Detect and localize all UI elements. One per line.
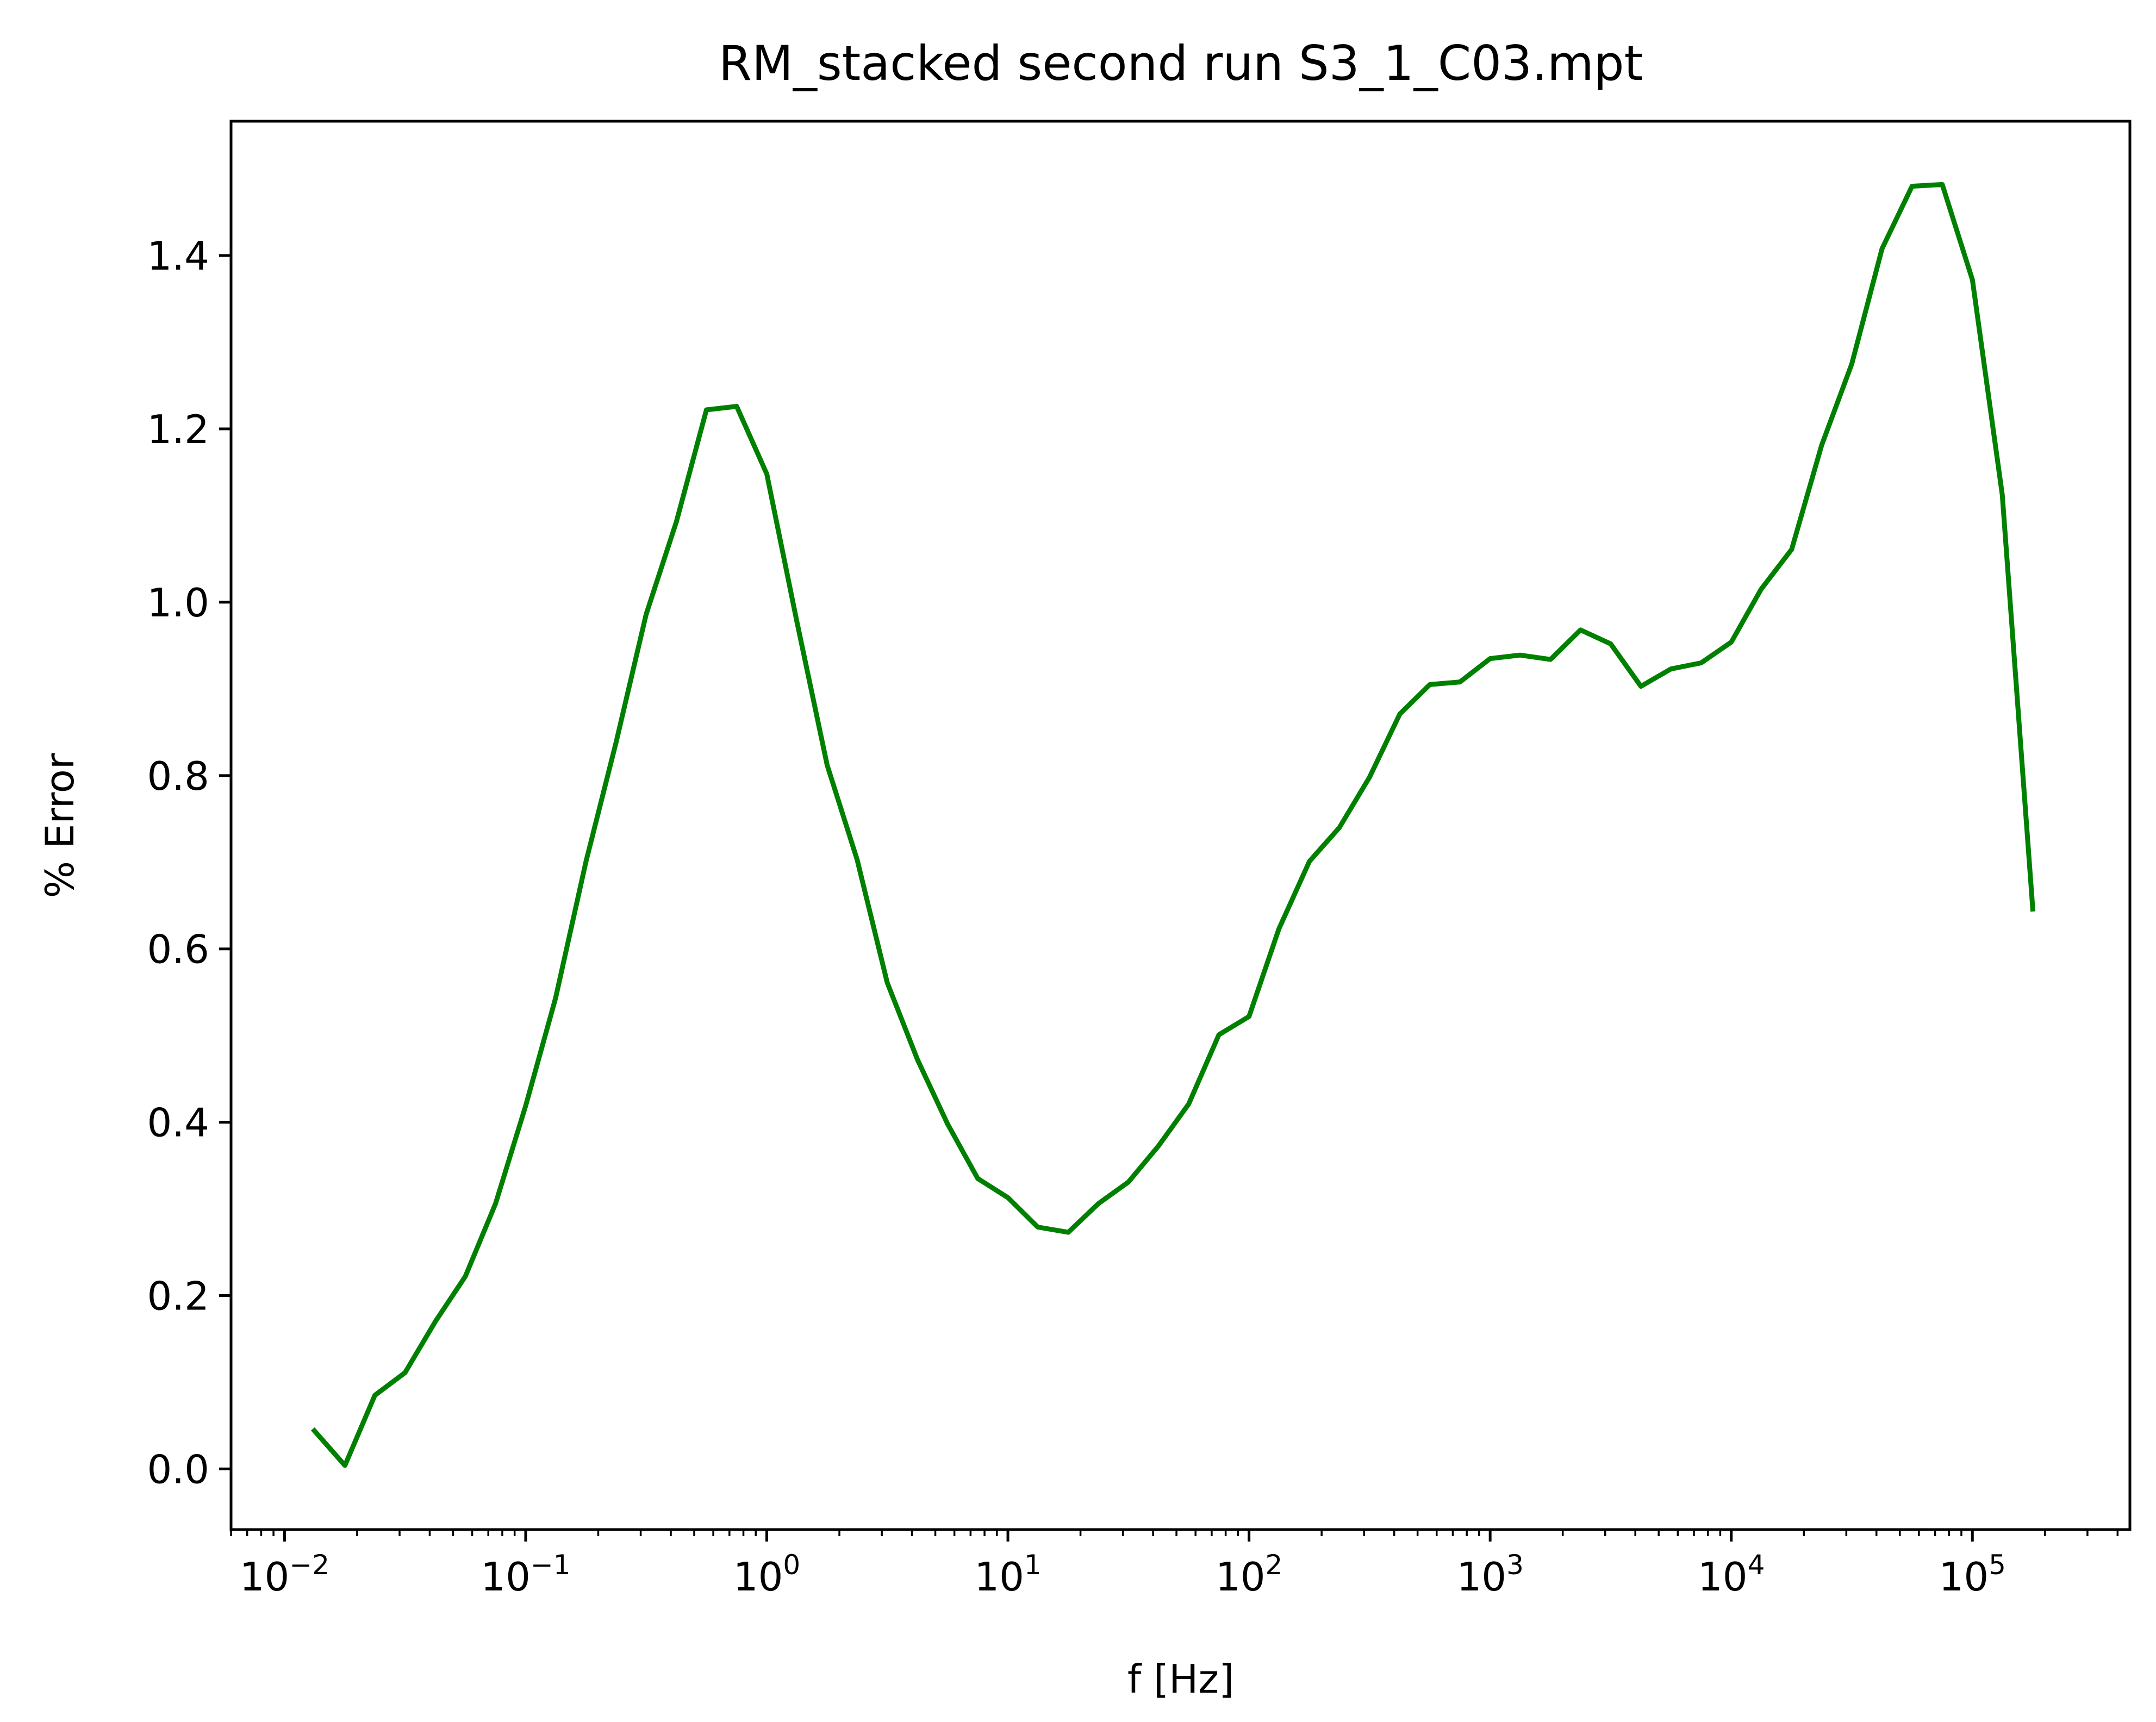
x-tick-label: 102	[1216, 1549, 1282, 1600]
x-tick-label: 101	[974, 1549, 1041, 1600]
series-layer	[310, 182, 2036, 1468]
x-tick-label: 104	[1698, 1549, 1765, 1600]
y-tick-label: 1.0	[147, 580, 209, 626]
x-tick-label: 10−2	[240, 1549, 329, 1600]
x-tick-label: 105	[1939, 1549, 2006, 1600]
y-tick-label: 1.2	[147, 407, 209, 452]
chart-title: RM_stacked second run S3_1_C03.mpt	[719, 35, 1643, 91]
plot-frame	[229, 120, 2132, 1531]
x-tick-label: 103	[1456, 1549, 1523, 1600]
y-tick-label: 0.0	[147, 1446, 209, 1492]
y-tick-label: 0.6	[147, 927, 209, 972]
y-tick-label: 0.2	[147, 1273, 209, 1319]
y-axis-ticks: 0.0 0.2 0.4 0.6 0.8 1.0 1.2 1.4	[147, 233, 231, 1492]
x-tick-label: 10−1	[481, 1549, 570, 1600]
x-axis-ticks: 10−2 10−1 100 101 102 103 104 105	[230, 1530, 2119, 1600]
y-tick-label: 0.4	[147, 1100, 209, 1146]
y-tick-label: 1.4	[147, 233, 209, 279]
y-axis-label: % Error	[37, 753, 83, 898]
x-axis-label: f [Hz]	[1127, 1656, 1234, 1702]
y-tick-label: 0.8	[147, 753, 209, 799]
x-tick-label: 100	[733, 1549, 800, 1600]
series-line-0	[310, 182, 2036, 1468]
